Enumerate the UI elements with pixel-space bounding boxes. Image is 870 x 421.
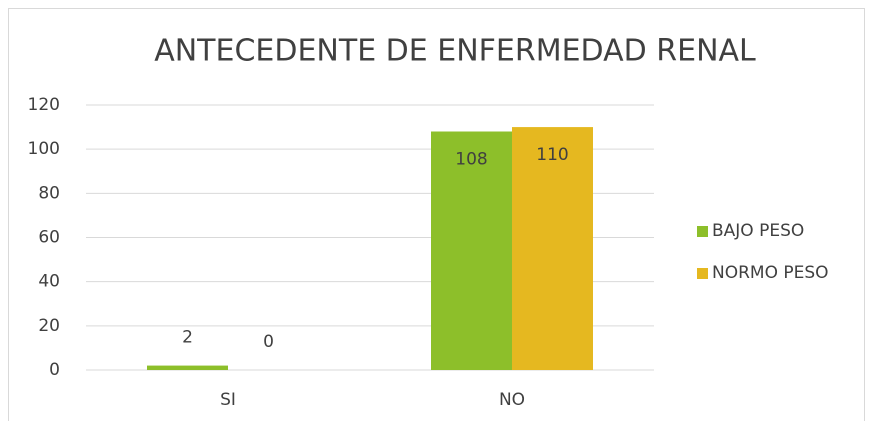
- data-label: 110: [536, 145, 568, 165]
- y-tick-label: 20: [38, 316, 60, 336]
- bar: [147, 365, 228, 370]
- bar: [431, 131, 512, 370]
- y-tick-label: 60: [38, 228, 60, 248]
- y-tick-label: 120: [28, 95, 60, 115]
- x-tick-label: SI: [220, 390, 236, 410]
- data-label: 0: [263, 332, 274, 352]
- chart-border: [8, 8, 865, 421]
- y-tick-label: 100: [28, 139, 60, 159]
- chart-title: ANTECEDENTE DE ENFERMEDAD RENAL: [154, 34, 756, 69]
- y-tick-label: 0: [49, 360, 60, 380]
- data-label: 2: [182, 328, 193, 348]
- y-tick-label: 80: [38, 183, 60, 203]
- y-tick-label: 40: [38, 272, 60, 292]
- legend-label: NORMO PESO: [712, 263, 829, 283]
- x-tick-label: NO: [499, 390, 525, 410]
- legend-swatch: [697, 226, 708, 237]
- legend-label: BAJO PESO: [712, 221, 804, 241]
- bar: [512, 127, 593, 370]
- data-label: 108: [455, 150, 487, 170]
- legend-swatch: [697, 268, 708, 279]
